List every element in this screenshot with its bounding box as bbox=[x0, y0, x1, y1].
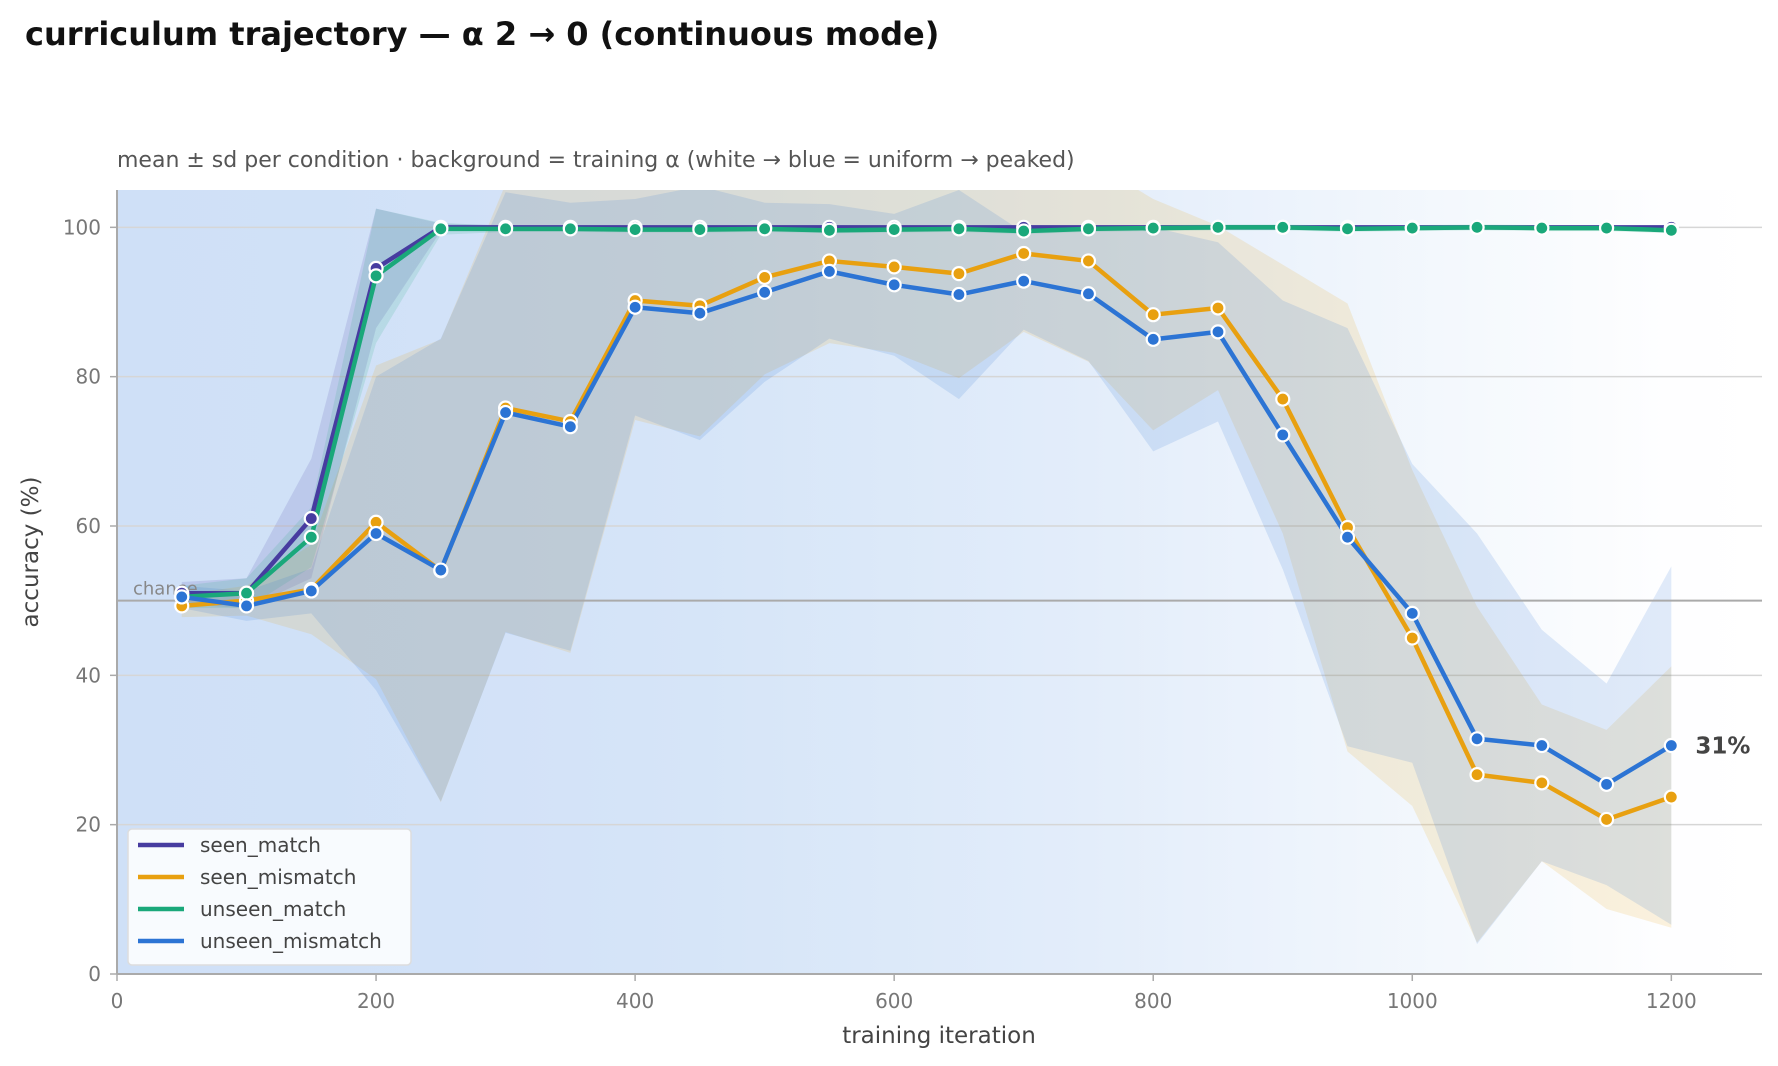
sd-band-unseen_mismatch bbox=[181, 190, 1672, 945]
y-tick-label: 20 bbox=[76, 813, 101, 837]
y-tick-label: 100 bbox=[63, 215, 101, 239]
point-unseen_match bbox=[303, 529, 319, 545]
point-seen_mismatch bbox=[1598, 811, 1615, 828]
point-unseen_match bbox=[433, 221, 449, 237]
point-seen_mismatch bbox=[951, 266, 967, 282]
legend: seen_match seen_mismatch unseen_matchunsee… bbox=[127, 828, 412, 966]
point-unseen_match bbox=[1404, 220, 1420, 236]
point-unseen_match bbox=[821, 222, 838, 238]
point-unseen_mismatch bbox=[757, 284, 773, 300]
x-tick-label: 400 bbox=[616, 989, 654, 1013]
point-unseen_mismatch bbox=[303, 583, 319, 599]
x-tick-label: 200 bbox=[357, 989, 395, 1013]
point-unseen_match bbox=[1469, 219, 1485, 235]
point-unseen_mismatch bbox=[1663, 737, 1679, 754]
chart-subtitle: mean ± sd per condition · background = t… bbox=[117, 148, 1075, 173]
point-unseen_match bbox=[497, 221, 514, 237]
sd-band-seen_mismatch bbox=[181, 190, 1672, 943]
x-tick-label: 0 bbox=[111, 989, 124, 1013]
end-annotation: 31% bbox=[1695, 734, 1750, 760]
point-unseen_mismatch bbox=[1534, 737, 1550, 754]
point-unseen_match bbox=[951, 221, 967, 237]
point-unseen_match bbox=[757, 221, 773, 237]
series-line-unseen_mismatch bbox=[179, 269, 1674, 787]
x-tick-label: 1000 bbox=[1387, 989, 1438, 1013]
point-unseen_match bbox=[1598, 220, 1615, 236]
point-seen_match bbox=[303, 510, 319, 527]
x-tick-label: 800 bbox=[1134, 989, 1172, 1013]
point-seen_mismatch bbox=[1404, 630, 1420, 646]
point-seen_mismatch bbox=[1080, 253, 1097, 269]
point-unseen_match bbox=[1339, 221, 1356, 237]
point-unseen_mismatch bbox=[1275, 427, 1291, 443]
x-axis-label: training iteration bbox=[842, 1023, 1036, 1049]
axes bbox=[116, 190, 1762, 975]
y-tick-label: 80 bbox=[76, 365, 101, 389]
point-seen_mismatch bbox=[1469, 767, 1485, 783]
point-unseen_mismatch bbox=[433, 562, 449, 578]
point-unseen_match bbox=[1016, 223, 1032, 239]
point-unseen_match bbox=[1534, 220, 1550, 236]
point-unseen_match bbox=[692, 221, 708, 238]
point-unseen_mismatch bbox=[562, 419, 578, 435]
point-unseen_mismatch bbox=[1404, 605, 1420, 621]
point-unseen_match bbox=[1663, 222, 1679, 238]
y-tick-label: 40 bbox=[76, 663, 101, 687]
point-seen_mismatch bbox=[1016, 245, 1032, 262]
point-seen_mismatch bbox=[886, 259, 902, 275]
point-unseen_mismatch bbox=[951, 286, 967, 303]
legend-box bbox=[127, 828, 412, 966]
y-tick-label: 0 bbox=[88, 962, 101, 986]
point-seen_mismatch bbox=[1534, 775, 1550, 791]
point-unseen_mismatch bbox=[174, 589, 190, 605]
legend-label-unseen_match: unseen_match bbox=[200, 897, 346, 921]
legend-label-seen_mismatch: seen_mismatch bbox=[200, 865, 356, 889]
point-seen_mismatch bbox=[1663, 789, 1679, 805]
point-unseen_mismatch bbox=[1145, 331, 1161, 347]
grid bbox=[117, 226, 1762, 826]
point-unseen_mismatch bbox=[238, 598, 255, 614]
point-unseen_match bbox=[238, 585, 255, 601]
point-unseen_mismatch bbox=[1598, 776, 1615, 792]
point-unseen_match bbox=[1275, 219, 1291, 235]
point-unseen_mismatch bbox=[627, 299, 643, 315]
point-unseen_mismatch bbox=[1210, 324, 1226, 340]
point-unseen_match bbox=[886, 221, 902, 238]
point-unseen_match bbox=[368, 268, 384, 284]
point-unseen_match bbox=[1080, 221, 1097, 237]
point-unseen_mismatch bbox=[821, 263, 838, 279]
point-unseen_match bbox=[1210, 219, 1226, 235]
point-unseen_mismatch bbox=[1339, 529, 1356, 545]
series-line-unseen_match bbox=[179, 225, 1674, 600]
point-unseen_mismatch bbox=[1469, 731, 1485, 747]
point-unseen_mismatch bbox=[497, 404, 514, 421]
x-tick-label: 600 bbox=[875, 989, 913, 1013]
series-points bbox=[174, 219, 1679, 828]
point-seen_mismatch bbox=[1275, 391, 1291, 407]
legend-label-unseen_mismatch: unseen_mismatch bbox=[200, 929, 382, 953]
sd-bands bbox=[181, 190, 1672, 945]
y-tick-label: 60 bbox=[76, 514, 101, 538]
series-lines bbox=[179, 225, 1674, 822]
point-unseen_mismatch bbox=[692, 305, 708, 321]
point-seen_mismatch bbox=[1145, 307, 1161, 323]
point-unseen_mismatch bbox=[368, 525, 384, 542]
point-unseen_match bbox=[1145, 220, 1161, 236]
point-unseen_match bbox=[627, 221, 643, 238]
point-unseen_match bbox=[562, 221, 578, 237]
point-seen_mismatch bbox=[1210, 300, 1226, 316]
x-axis-ticks: 0 200 400 600 800 1000 1200 bbox=[111, 974, 1697, 1013]
point-unseen_mismatch bbox=[886, 277, 902, 293]
y-axis-ticks: 0 20 40 60 80 100 bbox=[63, 215, 117, 986]
point-unseen_mismatch bbox=[1016, 273, 1032, 289]
point-unseen_mismatch bbox=[1080, 286, 1097, 302]
y-axis-label: accuracy (%) bbox=[18, 477, 44, 628]
x-tick-label: 1200 bbox=[1646, 989, 1697, 1013]
point-seen_mismatch bbox=[757, 269, 773, 285]
legend-label-seen_match: seen_match bbox=[200, 833, 321, 857]
chart-title: curriculum trajectory — α 2 → 0 (continu… bbox=[25, 15, 939, 53]
